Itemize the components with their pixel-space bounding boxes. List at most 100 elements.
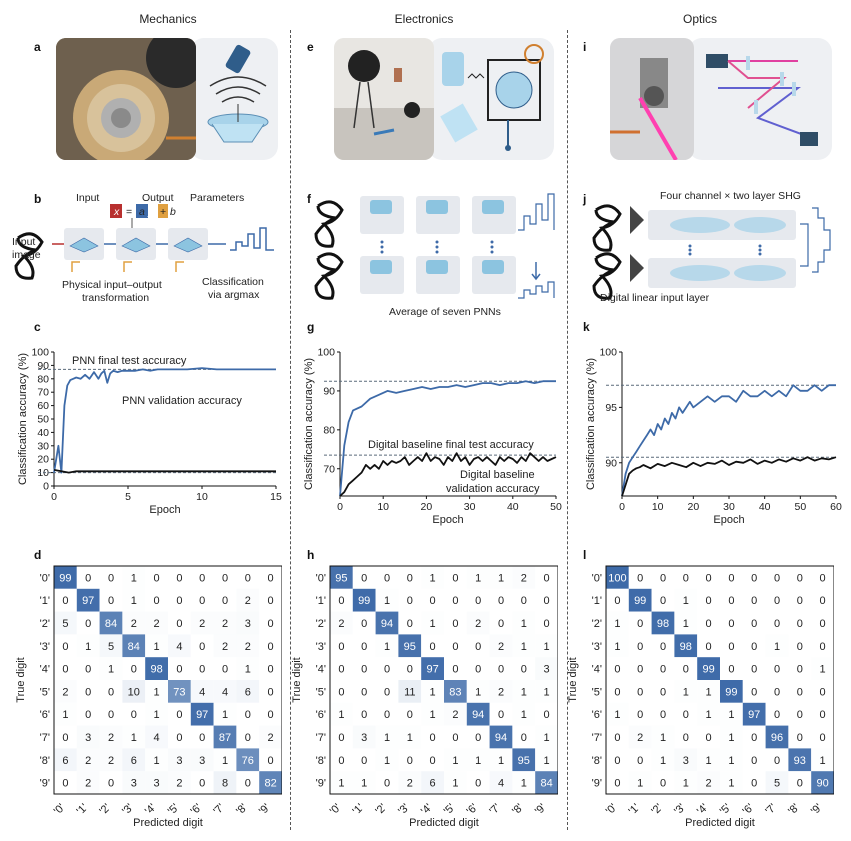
heatmap-cell-value: 99 <box>59 572 71 584</box>
heatmap-cell-value: 10 <box>128 686 140 698</box>
heatmap-cell <box>99 702 123 726</box>
line-chart-g: 70 80 90 100 0 10 20 30 40 50 Epoch Classification … <box>303 347 562 527</box>
heatmap-cell <box>213 748 237 772</box>
y-tick-label: 90 <box>37 360 49 372</box>
heatmap-cell-value: 2 <box>108 732 114 744</box>
heatmap-cell-value: 4 <box>154 732 160 744</box>
y-tick-label: 80 <box>323 424 335 436</box>
panel-letter-h: h <box>307 548 315 562</box>
heatmap-cell <box>145 702 168 726</box>
panel-letter-k: k <box>583 320 590 334</box>
x-tick-label: 50 <box>794 501 806 513</box>
heatmap-cell-value: 0 <box>751 686 757 698</box>
heatmap-cell <box>213 725 237 749</box>
heatmap-cell <box>535 702 558 726</box>
heatmap-d: 99 0 0 1 0 0 0 0 0 00 97 0 1 0 0 0 0 2 05 0 84 2 2 0 2 2 3 00 1 5 84 1 4… <box>15 565 283 829</box>
column-label: '7' <box>211 802 227 818</box>
panel-letter-j: j <box>583 192 587 206</box>
heatmap-cell-value: 0 <box>131 709 137 721</box>
heatmap-cell-value: 0 <box>176 664 182 676</box>
heatmap-cell <box>375 771 399 794</box>
label-physical-1: Physical input–output <box>62 279 162 291</box>
heatmap-cell-value: 0 <box>797 686 803 698</box>
heatmap-cell <box>651 771 675 794</box>
label-average-pnns: Average of seven PNNs <box>389 306 501 318</box>
heatmap-cell <box>697 680 720 703</box>
heatmap-cell <box>788 657 812 680</box>
chart-c: 0 10 20 30 40 50 60 70 80 90 100 0 5 10 15 Epoch Classif… <box>14 340 290 541</box>
column-title-optics: Optics <box>682 12 717 26</box>
heatmap-cell <box>99 657 123 680</box>
heatmap-cell <box>811 611 834 635</box>
series-line-0 <box>53 367 276 474</box>
heatmap-cell-value: 96 <box>771 732 783 744</box>
heatmap-cell <box>788 611 812 635</box>
confusion-matrix-h: 95 0 0 0 1 0 1 1 2 0 0 99 1 0 0 0 0 0 0 0 2 0 94 0 1 0 2 0 1 0 0 0 1 95 0 0… <box>290 558 559 835</box>
heatmap-cell-value: 0 <box>407 709 413 721</box>
heatmap-cell <box>628 566 652 589</box>
heatmap-cell-value: 0 <box>407 595 413 607</box>
y-tick-label: 20 <box>37 454 49 466</box>
chart-annotation: Digital baseline final test accuracy <box>368 439 534 451</box>
column-label: '6' <box>189 802 205 818</box>
heatmap-cell-value: 2 <box>222 641 228 653</box>
heatmap-cell-value: 97 <box>82 595 94 607</box>
heatmap-cell <box>697 566 720 589</box>
heatmap-cell <box>811 588 834 612</box>
heatmap-cell <box>54 702 77 726</box>
heatmap-cell <box>512 657 536 680</box>
heatmap-cell-value: 0 <box>521 732 527 744</box>
heatmap-cell <box>330 748 353 772</box>
heatmap-cell <box>236 657 260 680</box>
column-label: '0' <box>604 802 620 818</box>
heatmap-cell <box>811 680 834 703</box>
heatmap-cell <box>742 634 766 658</box>
heatmap-cell <box>190 748 214 772</box>
heatmap-cell-value: 1 <box>544 755 550 767</box>
heatmap-cell <box>236 588 260 612</box>
heatmap-cell <box>54 566 77 589</box>
heatmap-cell <box>54 657 77 680</box>
heatmap-cell-value: 0 <box>728 595 734 607</box>
heatmap-cell <box>421 611 444 635</box>
heatmap-cell <box>512 725 536 749</box>
y-axis-label: Classification accuracy (%) <box>585 358 597 490</box>
heatmap-cell <box>811 634 834 658</box>
heatmap-cell-value: 11 <box>404 686 415 698</box>
heatmap-cell-value: 0 <box>683 732 689 744</box>
heatmap-cell-value: 0 <box>384 709 390 721</box>
heatmap-cell <box>352 771 376 794</box>
x-tick-label: 50 <box>550 501 562 513</box>
column-label: '0' <box>52 802 68 818</box>
column-label: '1' <box>351 802 367 818</box>
column-label: '2' <box>649 802 665 818</box>
label-classification-2: via argmax <box>208 289 260 301</box>
heatmap-cell-value: 0 <box>407 572 413 584</box>
heatmap-cell <box>99 566 123 589</box>
heatmap-cell <box>535 748 558 772</box>
heatmap-cell-value: 3 <box>683 755 689 767</box>
heatmap-cell-value: 0 <box>774 664 780 676</box>
column-label: '4' <box>419 802 435 818</box>
heatmap-cell-value: 0 <box>820 572 826 584</box>
label-b: b <box>170 206 176 218</box>
label-y-letter: y <box>148 206 154 218</box>
heatmap-cell-value: 0 <box>222 664 228 676</box>
heatmap-cell-value: 0 <box>614 732 620 744</box>
heatmap-cell <box>674 771 698 794</box>
heatmap-cell <box>213 680 237 703</box>
heatmap-cell-value: 0 <box>820 595 826 607</box>
heatmap-cell <box>606 771 629 794</box>
heatmap-cell-value: 99 <box>702 664 714 676</box>
heatmap-cell <box>788 588 812 612</box>
heatmap-cell-value: 1 <box>521 778 527 790</box>
row-label: '4' <box>316 664 326 676</box>
heatmap-cell <box>76 748 100 772</box>
heatmap-cell <box>674 588 698 612</box>
heatmap-cell-value: 0 <box>660 709 666 721</box>
heatmap-cell <box>606 611 629 635</box>
heatmap-cell <box>444 634 467 658</box>
heatmap-cell-value: 1 <box>728 778 734 790</box>
heatmap-cell-value: 1 <box>85 641 91 653</box>
heatmap-cell <box>168 611 191 635</box>
